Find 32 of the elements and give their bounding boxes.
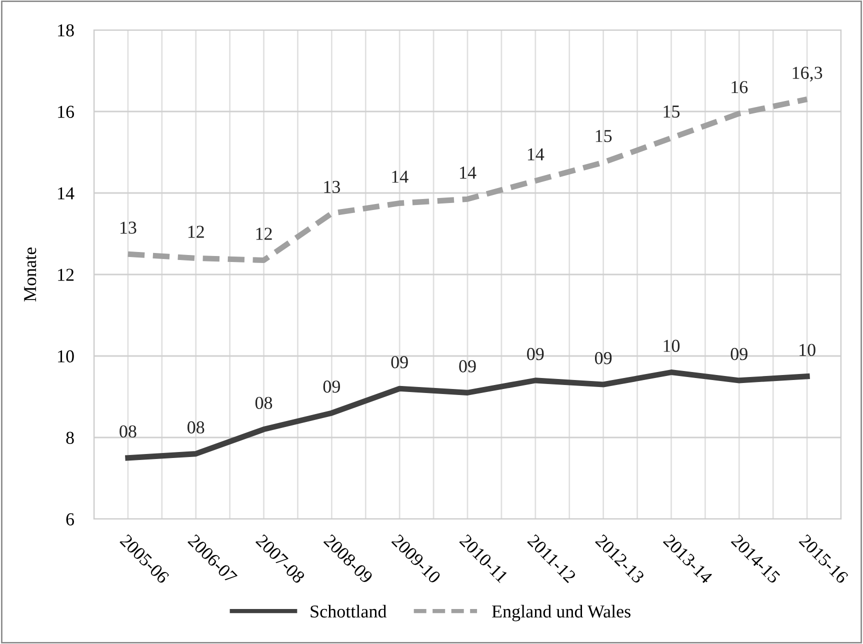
- data-label: 09: [730, 348, 748, 360]
- data-label: 09: [323, 380, 340, 393]
- data-label: 09: [594, 352, 612, 364]
- data-label: 16: [732, 81, 748, 94]
- y-tick-label: 16: [58, 106, 74, 118]
- data-label: 09: [527, 348, 544, 360]
- data-label: 14: [528, 148, 544, 160]
- data-label: 09: [391, 356, 408, 368]
- data-label: 08: [188, 421, 204, 434]
- data-label: 14: [460, 166, 476, 179]
- data-label: 15: [664, 106, 680, 118]
- data-label: 13: [324, 180, 340, 194]
- data-label: 10: [664, 340, 680, 352]
- y-tick-label: 14: [58, 187, 74, 200]
- y-tick-label: 10: [58, 350, 74, 362]
- y-tick-label: 6: [66, 513, 74, 526]
- data-label: 15: [596, 130, 612, 142]
- data-label: 14: [392, 170, 408, 183]
- data-label: 12: [256, 228, 272, 240]
- data-label: 16,3: [792, 66, 822, 82]
- data-label: 09: [459, 360, 476, 372]
- legend-label: Schottland: [310, 604, 387, 618]
- data-label: 12: [188, 226, 204, 238]
- legend-label: England und Wales: [492, 604, 630, 622]
- data-label: 08: [120, 425, 136, 438]
- y-tick-label: 8: [66, 432, 74, 444]
- data-label: 10: [800, 344, 816, 356]
- data-label: 08: [255, 396, 272, 410]
- y-tick-label: 12: [58, 268, 74, 281]
- y-axis-title: Monate: [24, 248, 36, 302]
- data-label: 13: [120, 222, 136, 234]
- y-tick-label: 18: [58, 24, 74, 36]
